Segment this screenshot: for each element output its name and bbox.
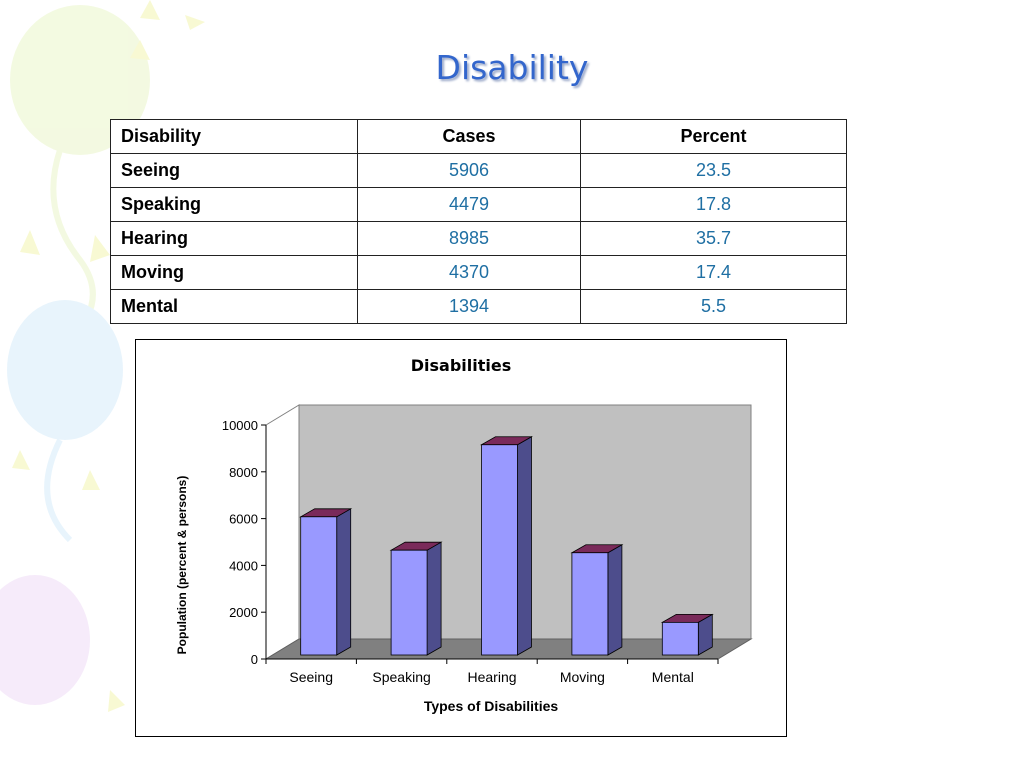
y-tick-label: 2000 (229, 605, 258, 620)
x-tick-label: Speaking (372, 669, 430, 685)
row-cases: 8985 (357, 221, 581, 256)
row-percent: 17.8 (580, 187, 847, 222)
chart-frame: Disabilities Types of Disabilities Popul… (135, 339, 787, 737)
row-name: Mental (110, 289, 358, 324)
disabilities-bar-chart: Disabilities Types of Disabilities Popul… (175, 356, 753, 714)
bar (390, 549, 428, 656)
bar-side (336, 508, 352, 656)
header-percent: Percent (580, 119, 847, 154)
row-percent: 35.7 (580, 221, 847, 256)
row-name: Hearing (110, 221, 358, 256)
disability-table: Disability Cases Percent Seeing 5906 23.… (110, 119, 847, 324)
row-cases: 4479 (357, 187, 581, 222)
bar (571, 552, 609, 656)
y-axis-label: Population (percent & persons) (175, 476, 189, 655)
y-tick-label: 8000 (229, 465, 258, 480)
bar-side (426, 541, 442, 656)
bar (661, 621, 699, 656)
table-row: Hearing 8985 35.7 (110, 221, 847, 256)
x-tick-label: Hearing (467, 669, 516, 685)
plot-area: 0 2000 4000 6000 8000 10000 Seeing Speaking Hear… (222, 404, 753, 685)
row-percent: 23.5 (580, 153, 847, 188)
table-header-row: Disability Cases Percent (110, 119, 847, 154)
row-name: Seeing (110, 153, 358, 188)
x-tick-label: Moving (560, 669, 605, 685)
bar-side (607, 544, 623, 656)
y-tick-label: 0 (251, 652, 258, 667)
chart-side-wall (265, 404, 300, 660)
y-tick-label: 10000 (222, 418, 258, 433)
y-tick-label: 6000 (229, 512, 258, 527)
chart-title: Disabilities (411, 356, 512, 375)
x-tick-label: Seeing (289, 669, 333, 685)
table-row: Moving 4370 17.4 (110, 255, 847, 290)
x-tick-label: Mental (652, 669, 694, 685)
x-axis-label: Types of Disabilities (424, 698, 559, 714)
row-cases: 4370 (357, 255, 581, 290)
table-row: Mental 1394 5.5 (110, 289, 847, 324)
row-percent: 17.4 (580, 255, 847, 290)
row-name: Speaking (110, 187, 358, 222)
header-disability: Disability (110, 119, 358, 154)
bar (300, 516, 338, 656)
bar-side (517, 436, 532, 656)
row-percent: 5.5 (580, 289, 847, 324)
row-cases: 5906 (357, 153, 581, 188)
row-name: Moving (110, 255, 358, 290)
bar (481, 444, 518, 656)
y-tick-label: 4000 (229, 558, 258, 573)
table-row: Seeing 5906 23.5 (110, 153, 847, 188)
row-cases: 1394 (357, 289, 581, 324)
slide-title: Disability (435, 48, 589, 87)
header-cases: Cases (357, 119, 581, 154)
table-row: Speaking 4479 17.8 (110, 187, 847, 222)
